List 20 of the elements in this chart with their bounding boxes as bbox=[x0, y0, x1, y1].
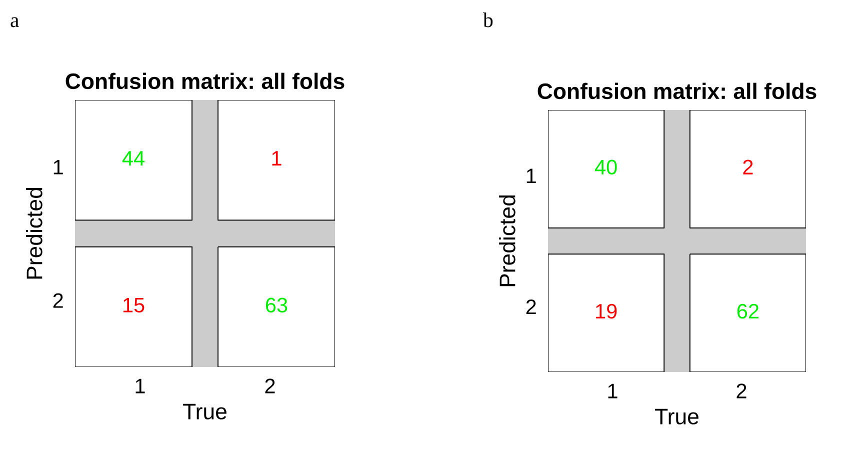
x-axis-title: True bbox=[183, 404, 226, 420]
data-label: 1 bbox=[272, 151, 282, 166]
y-axis-title: Predicted bbox=[499, 195, 516, 286]
data-label: 40 bbox=[594, 160, 617, 175]
data-label: 44 bbox=[122, 151, 144, 166]
text: b bbox=[483, 12, 493, 28]
chart-title: Confusion matrix: all folds bbox=[66, 72, 344, 90]
data-label: 2 bbox=[743, 160, 753, 174]
chart-title: Confusion matrix: all folds bbox=[538, 82, 816, 100]
x-tick-label: 2 bbox=[265, 378, 275, 394]
data-label: 15 bbox=[124, 298, 144, 313]
data-label: 62 bbox=[737, 304, 758, 319]
data-label: 63 bbox=[266, 298, 288, 313]
x-tick-label: 1 bbox=[136, 378, 145, 394]
y-axis-title: Predicted bbox=[26, 188, 42, 279]
text: a bbox=[10, 17, 19, 28]
x-tick-label: 1 bbox=[608, 384, 618, 398]
data-label: 19 bbox=[596, 304, 617, 319]
x-tick-label: 2 bbox=[736, 384, 746, 398]
x-axis-title: True bbox=[655, 408, 698, 424]
